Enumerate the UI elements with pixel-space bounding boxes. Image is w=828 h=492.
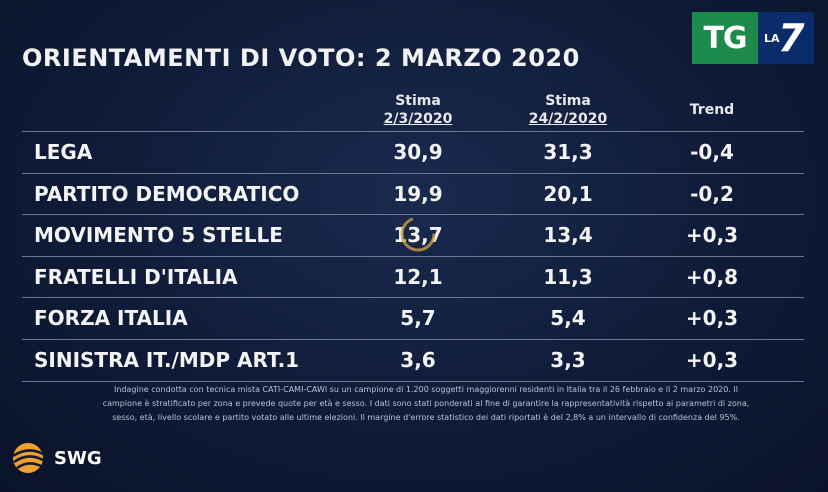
swg-brand: SWG [10,440,102,476]
value-stima-previous: 3,3 [550,348,586,372]
column-header-2: Stima 24/2/2020 [508,92,628,128]
footnote-line-1: Indagine condotta con tecnica mista CATI… [113,385,739,394]
footnote-line-3: sesso, età, livello scolare e partito vo… [112,413,740,422]
party-name: FRATELLI D'ITALIA [34,264,238,289]
swg-label: SWG [54,447,102,469]
column-header-line1: Trend [689,102,735,118]
tgla7-logo: TG LA 7 [692,12,814,64]
value-trend: +0,3 [685,306,739,331]
row-divider [22,339,804,340]
row-divider [22,380,804,382]
value-stima-previous: 31,3 [543,140,593,164]
row-divider [22,131,804,132]
logo-la7: LA 7 [758,12,814,64]
column-header-line2: 2/3/2020 [383,111,453,127]
loading-spinner-icon [400,216,436,252]
row-divider [22,172,804,174]
footnote: Indagine condotta con tecnica mista CATI… [36,383,816,425]
party-name: MOVIMENTO 5 STELLE [34,223,283,248]
value-stima-current: 5,7 [400,306,436,331]
value-stima-current: 12,1 [393,264,443,289]
value-stima-current: 30,9 [393,140,443,164]
party-name: PARTITO DEMOCRATICO [34,181,300,206]
column-header-line1: Stima [545,93,591,109]
logo-tg: TG [692,12,758,64]
row-divider [22,255,804,257]
swg-globe-icon [12,443,44,473]
column-header-3: Trend [652,101,772,119]
value-trend: -0,2 [690,181,734,206]
logo-seven: 7 [778,16,805,60]
party-name: FORZA ITALIA [34,306,188,331]
value-stima-previous: 13,4 [543,223,593,248]
page-title: ORIENTAMENTI DI VOTO: 2 MARZO 2020 [22,44,580,72]
footnote-line-2: campione è stratificato per zona e preve… [102,399,750,408]
value-stima-previous: 20,1 [543,181,593,206]
value-stima-current: 19,9 [393,181,443,206]
row-divider [22,297,804,299]
party-name: LEGA [34,140,93,164]
value-stima-previous: 5,4 [550,306,586,331]
value-stima-current: 3,6 [400,348,436,372]
value-trend: +0,3 [685,223,739,248]
value-trend: -0,4 [690,140,734,164]
column-header-1: Stima 2/3/2020 [358,92,478,128]
value-trend: +0,3 [685,348,739,372]
row-divider [22,214,804,216]
column-header-line2: 24/2/2020 [528,111,608,127]
party-name: SINISTRA IT./MDP ART.1 [34,348,300,372]
column-header-line1: Stima [395,93,441,109]
logo-la: LA [764,32,780,45]
value-trend: +0,8 [685,264,739,289]
value-stima-previous: 11,3 [543,264,593,289]
